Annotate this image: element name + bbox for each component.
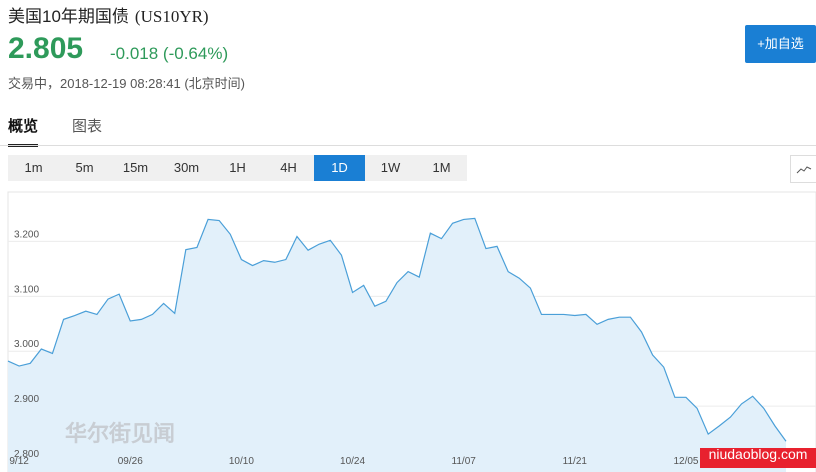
line (7, 217, 787, 442)
x-tick-label: 09/26 (118, 456, 143, 467)
timeframe[interactable]: 1H (229, 160, 246, 175)
watermark: niudaoblog.com (709, 446, 808, 462)
y-tick-label: 3.000 (14, 339, 39, 350)
timeframe[interactable]: 4H (280, 160, 297, 175)
x-tick-label: 11/21 (563, 456, 588, 467)
timeframe[interactable]: 1m (24, 160, 43, 175)
timeframe[interactable]: 1M (432, 160, 451, 175)
chart-type[interactable] (790, 155, 816, 183)
x-tick-label: 12/05 (673, 456, 698, 467)
x-tick-label: 9/12 (9, 456, 29, 467)
divider (0, 145, 816, 146)
tab[interactable]: 图表 (72, 118, 103, 135)
y-tick-label: 3.200 (14, 229, 39, 240)
timeframe[interactable]: 1W (380, 160, 401, 175)
timeframe[interactable]: 30m (173, 160, 200, 175)
frame (7, 191, 816, 472)
timeframes: 1m 5m 15m 30m 1H 4H 1D 1W 1M (8, 155, 467, 181)
timeframe[interactable]: 15m (122, 160, 149, 175)
status: 交易中，2018-12-19 08:28:41 (北京时间) (8, 76, 245, 91)
name: 美国10年期国债 (8, 7, 129, 26)
symbol: (US10YR) (134, 7, 209, 26)
tab[interactable]: 概览 (8, 118, 39, 147)
add-watchlist[interactable]: +加自选 (745, 25, 816, 63)
timeframe[interactable]: 1D (314, 155, 365, 181)
watermark: 华尔街见闻 (65, 421, 175, 446)
x-tick-label: 10/24 (340, 456, 365, 467)
y-tick-label: 2.900 (14, 394, 39, 405)
x-tick-label: 11/07 (452, 456, 477, 467)
x-tick-label: 10/10 (229, 456, 254, 467)
tabs: 概览 图表 (8, 115, 136, 147)
timeframe[interactable]: 5m (75, 160, 94, 175)
area (8, 218, 786, 472)
y-tick-label: 2.800 (14, 449, 39, 460)
price: 2.805 (8, 32, 84, 65)
change: -0.018 (-0.64%) (110, 44, 229, 63)
title: 美国10年期国债 (US10YR) (8, 2, 209, 27)
watermark-bg (700, 448, 816, 468)
y-tick-label: 3.100 (14, 284, 39, 295)
